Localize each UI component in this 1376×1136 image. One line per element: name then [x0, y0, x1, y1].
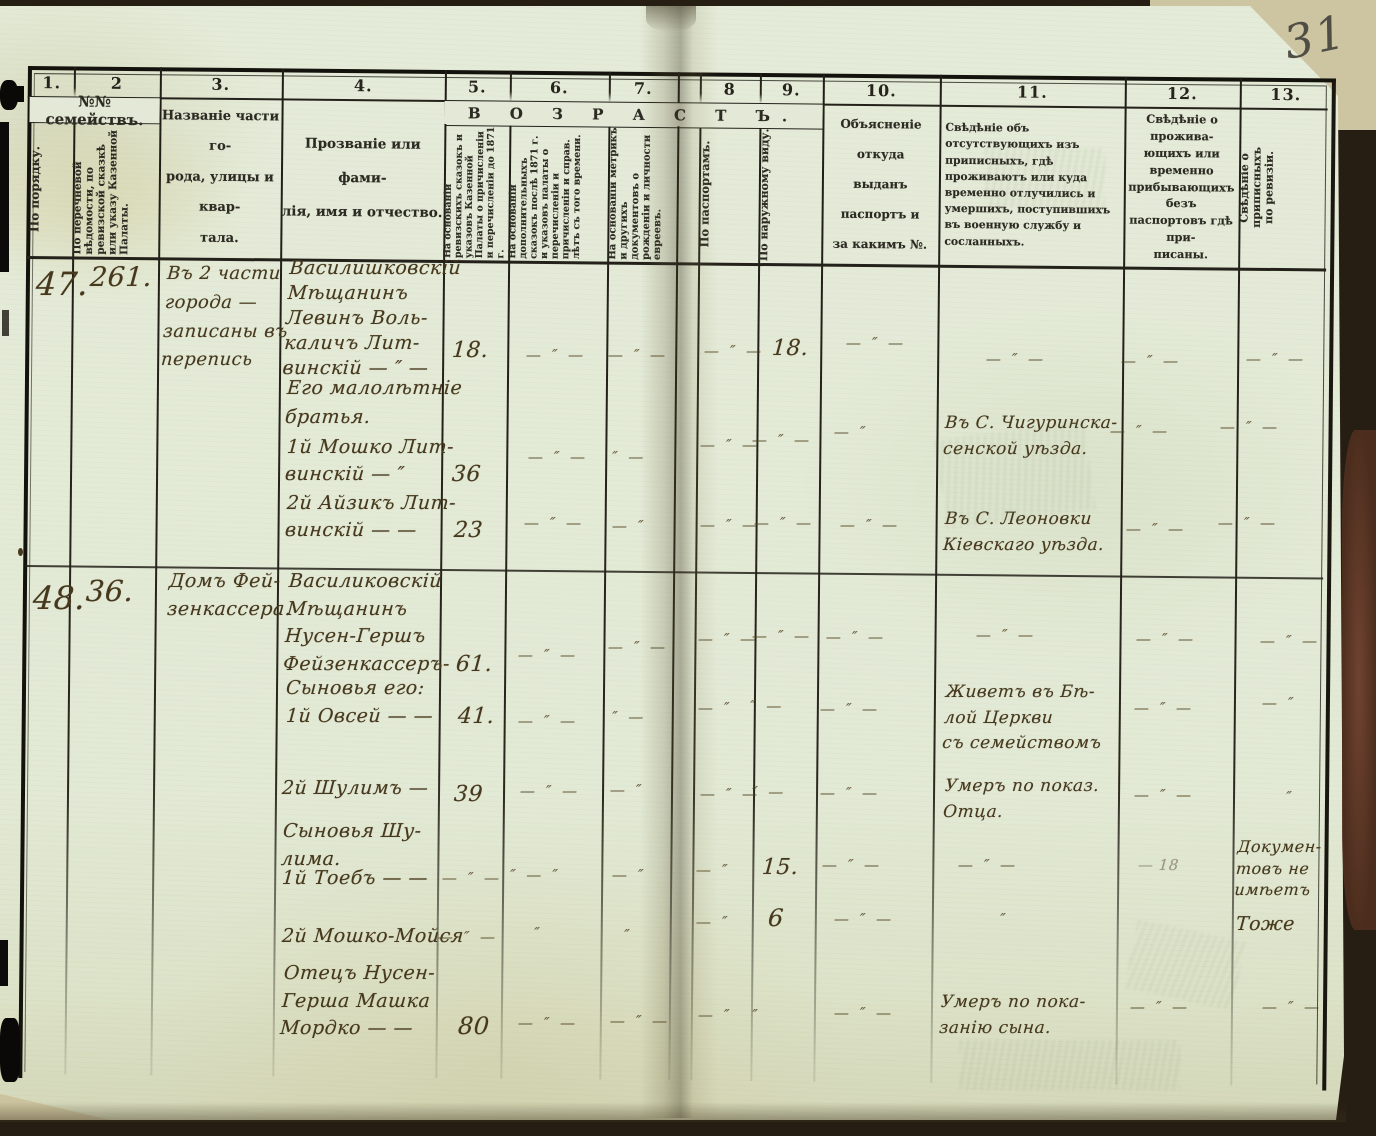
- ditto-mark: — ″ —: [517, 712, 579, 730]
- ditto-mark: — ″ —: [1217, 514, 1279, 532]
- ditto-mark: — ″ —: [1109, 422, 1171, 440]
- age-by-revision: 61.: [455, 652, 494, 677]
- ditto-mark: — ″ —: [819, 784, 881, 802]
- ditto-mark: — ″ —: [525, 346, 587, 364]
- person-entry: Василишковскій Мѣщанинъ Левинъ Воль- кал…: [281, 257, 462, 380]
- ditto-mark: ″: [751, 1006, 762, 1024]
- person-entry: 1й Овсей — —: [285, 705, 434, 727]
- ditto-mark: — ″ —: [523, 514, 585, 532]
- binding-mark: [0, 1018, 20, 1082]
- no-documents-note: Докумен- товъ не имѣетъ: [1233, 837, 1323, 900]
- ditto-mark: — ″ —: [1219, 418, 1281, 436]
- ditto-mark: — ″ —: [437, 928, 499, 946]
- binding-mark: [2, 310, 9, 336]
- person-entry: 1й Тоебъ — —: [281, 867, 429, 889]
- city-part-entry: Въ 2 части города — записаны въ перепись: [160, 263, 289, 371]
- ditto-mark: ″ — ″: [509, 866, 562, 884]
- ditto-mark: ″ —: [751, 783, 788, 801]
- ditto-mark: — ″ —: [1125, 520, 1187, 538]
- person-entry: Его малолѣтніе братья.: [284, 377, 464, 428]
- ditto-mark: — ″ —: [975, 626, 1037, 644]
- ditto-mark: — ″ —: [1133, 699, 1195, 717]
- ditto-mark: — ″ —: [1135, 630, 1197, 648]
- person-entry: 1й Мошко Лит- винскій — ″: [284, 436, 455, 485]
- death-note: Умеръ по пока- занію сына.: [938, 992, 1087, 1038]
- age-by-revision: 18.: [451, 338, 490, 363]
- family-number: 47.: [34, 265, 90, 303]
- bleedthrough-smudge: [985, 148, 1105, 208]
- age-by-revision: 41.: [457, 704, 496, 729]
- binding-mark: [0, 122, 9, 272]
- ditto-mark: — ″ —: [519, 782, 581, 800]
- age-by-revision: 39: [453, 782, 484, 807]
- ditto-mark: ″: [999, 910, 1010, 928]
- ditto-mark: — ″: [1261, 694, 1298, 712]
- ditto-mark: — ″ —: [753, 514, 815, 532]
- bleed-mark: — 18: [1137, 856, 1180, 874]
- ditto-mark: — ″ —: [1245, 350, 1307, 368]
- ditto-mark: — ″ —: [819, 700, 881, 718]
- ink-dot: [18, 548, 23, 556]
- binding-mark: [0, 940, 8, 986]
- city-part-entry: Домъ Фей- зенкассера.: [166, 570, 293, 620]
- ditto-mark: — ″: [833, 423, 870, 441]
- ditto-mark: — ″ —: [517, 1014, 579, 1032]
- family-list-number: 261.: [88, 262, 154, 293]
- ditto-mark: ″: [1285, 788, 1296, 806]
- ditto-mark: — ″ —: [1120, 352, 1182, 370]
- ditto-mark: — ″ —: [1261, 998, 1323, 1016]
- ditto-mark: ″ —: [749, 697, 786, 715]
- book-edge: [1342, 430, 1376, 930]
- page-fold-notch: [646, 6, 696, 32]
- family-list-number: 36.: [84, 574, 135, 608]
- binding-mark: [0, 80, 18, 110]
- ditto-mark: — ″ —: [751, 627, 813, 645]
- ditto-mark: — ″ —: [833, 910, 895, 928]
- ditto-mark: — ″ —: [1259, 632, 1321, 650]
- bottom-edge-shadow: [0, 1102, 1346, 1122]
- ditto-mark: — ″ —: [825, 628, 887, 646]
- person-entry: Сыновья его:: [285, 677, 426, 699]
- ditto-mark: — ″ —: [833, 1004, 895, 1022]
- ditto-mark: — ″ —: [957, 856, 1019, 874]
- ditto-mark: ″: [533, 924, 544, 942]
- person-entry: 2й Шулимъ —: [281, 777, 430, 799]
- ditto-mark: — ″ —: [441, 869, 503, 887]
- ditto-mark: — ″ —: [517, 646, 579, 664]
- age-by-appearance: 6: [767, 904, 785, 932]
- age-by-revision: 80: [457, 1012, 491, 1040]
- person-entry: Отецъ Нусен- Герша Машка Мордко — —: [279, 962, 436, 1040]
- residence-note: Живетъ въ Бѣ- лой Церкви съ семействомъ: [941, 682, 1103, 753]
- person-entry: Василиковскій Мѣщанинъ Нусен-Гершъ Фейзе…: [282, 570, 451, 675]
- age-by-appearance: 15.: [761, 855, 800, 880]
- person-entry: 2й Айзикъ Лит- винскій — —: [284, 492, 457, 541]
- ditto-mark: — ″ —: [985, 350, 1047, 368]
- ditto-mark: — ″ —: [1133, 786, 1195, 804]
- ditto-mark: — ″ —: [845, 334, 907, 352]
- ditto-mark: ″: [623, 926, 634, 944]
- ditto-mark: — ″ —: [821, 856, 883, 874]
- page-fold-shadow: [640, 6, 718, 1118]
- bleedthrough-smudge: [960, 1040, 1180, 1090]
- age-by-revision: 36: [451, 462, 482, 487]
- age-by-revision: 23: [453, 518, 484, 543]
- death-note: Умеръ по показ. Отца.: [942, 776, 1100, 822]
- family-number: 48.: [31, 579, 87, 617]
- ditto-mark: — ″ —: [527, 448, 589, 466]
- ditto-note: Тоже: [1235, 913, 1296, 935]
- ditto-mark: — ″ —: [751, 431, 813, 449]
- age-by-appearance: 18.: [771, 336, 810, 361]
- binding-mark: [14, 86, 24, 102]
- ditto-mark: — ″ —: [839, 516, 901, 534]
